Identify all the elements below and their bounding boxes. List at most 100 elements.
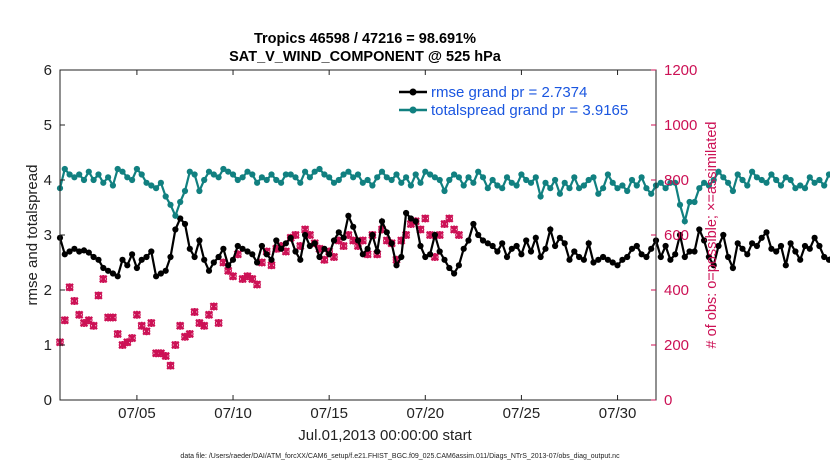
series-point-totalspread: [215, 174, 222, 181]
obs-assimilated-marker: [185, 329, 194, 339]
series-point-totalspread: [340, 171, 347, 178]
series-point-rmse: [499, 240, 506, 247]
series-point-rmse: [739, 245, 746, 252]
series-point-rmse: [705, 253, 713, 261]
obs-assimilated-marker: [435, 230, 444, 240]
series-point-totalspread: [710, 176, 717, 184]
y-right-tick-label: 0: [664, 392, 672, 409]
series-point-rmse: [321, 245, 328, 252]
series-point-rmse: [215, 253, 222, 261]
series-point-rmse: [119, 256, 126, 263]
obs-assimilated-marker: [142, 327, 151, 336]
series-point-rmse: [330, 237, 338, 244]
series-point-totalspread: [138, 171, 145, 178]
series-point-rmse: [388, 240, 395, 247]
series-point-totalspread: [85, 168, 92, 175]
series-point-rmse: [753, 242, 761, 250]
series-point-rmse: [787, 240, 794, 247]
series-point-rmse: [532, 234, 539, 241]
y-right-tick-label: 800: [664, 172, 689, 189]
series-point-rmse: [427, 251, 434, 258]
series-point-rmse: [657, 253, 664, 261]
series-point-totalspread: [364, 176, 371, 184]
series-point-totalspread: [749, 168, 756, 175]
series-point-rmse: [258, 242, 265, 250]
series-point-totalspread: [460, 182, 467, 189]
obs-assimilated-marker: [214, 318, 223, 328]
series-point-rmse: [552, 242, 559, 250]
series-point-rmse: [676, 231, 684, 239]
series-point-rmse: [350, 223, 357, 230]
series-point-rmse: [638, 251, 645, 258]
series-point-rmse: [124, 262, 131, 269]
series-point-totalspread: [614, 185, 621, 192]
series-point-rmse: [90, 253, 97, 261]
series-point-rmse: [720, 231, 727, 239]
series-point-rmse: [225, 262, 232, 269]
series-point-totalspread: [90, 176, 97, 184]
series-point-rmse: [359, 251, 366, 258]
series-point-totalspread: [273, 176, 280, 184]
series-point-rmse: [479, 237, 487, 244]
series-point-rmse: [576, 253, 583, 261]
series-point-totalspread: [225, 168, 232, 175]
series-point-totalspread: [734, 171, 741, 178]
obs-assimilated-marker: [113, 329, 122, 339]
obs-assimilated-marker: [118, 340, 127, 350]
y-left-tick-label: 0: [44, 392, 52, 409]
series-point-totalspread: [369, 182, 376, 189]
series-point-rmse: [220, 245, 227, 252]
obs-assimilated-marker: [171, 340, 180, 350]
series-point-rmse: [297, 256, 304, 263]
obs-assimilated-marker: [358, 236, 367, 245]
series-point-rmse: [604, 256, 612, 263]
series-point-rmse: [758, 234, 765, 241]
series-point-totalspread: [580, 182, 588, 189]
series-point-rmse: [172, 226, 179, 233]
series-point-rmse: [686, 248, 693, 255]
series-point-totalspread: [576, 185, 583, 192]
series-point-rmse: [61, 251, 68, 258]
series-point-rmse: [475, 231, 482, 239]
series-point-totalspread: [374, 174, 381, 181]
series-point-rmse: [138, 256, 145, 263]
series-point-totalspread: [465, 174, 472, 181]
series-point-rmse: [254, 259, 261, 266]
series-point-rmse: [773, 248, 780, 255]
legend-label-totalspread: totalspread grand pr = 3.9165: [431, 102, 628, 119]
series-point-totalspread: [638, 174, 645, 181]
obs-assimilated-marker: [75, 310, 84, 319]
series-point-totalspread: [359, 179, 366, 186]
series-point-rmse: [590, 259, 597, 266]
series-point-totalspread: [657, 179, 664, 186]
series-point-totalspread: [609, 179, 616, 186]
y-right-tick-label: 1000: [664, 117, 697, 134]
series-point-totalspread: [739, 176, 746, 184]
series-point-rmse: [311, 240, 318, 247]
series-point-totalspread: [407, 182, 414, 189]
series-point-totalspread: [249, 171, 256, 178]
series-point-totalspread: [499, 185, 506, 192]
series-point-totalspread: [109, 182, 116, 189]
series-point-rmse: [398, 253, 405, 261]
series-point-rmse: [648, 245, 655, 252]
series-point-totalspread: [806, 174, 813, 181]
legend: rmse grand pr = 2.7374 totalspread grand…: [395, 78, 653, 123]
x-tick-label: 07/30: [599, 405, 637, 422]
obs-assimilated-marker: [108, 313, 118, 322]
series-point-rmse: [436, 248, 443, 255]
series-point-totalspread: [129, 176, 136, 184]
series-point-totalspread: [441, 187, 448, 195]
series-point-rmse: [335, 229, 342, 236]
series-point-totalspread: [763, 179, 770, 186]
plot-area: [60, 70, 656, 400]
series-point-totalspread: [321, 171, 328, 178]
series-point-totalspread: [302, 168, 309, 175]
series-point-rmse: [76, 248, 83, 255]
series-point-totalspread: [777, 182, 785, 189]
series-point-totalspread: [306, 174, 313, 181]
series-point-rmse: [542, 245, 549, 252]
series-point-rmse: [595, 256, 602, 263]
series-point-rmse: [749, 240, 756, 247]
series-point-totalspread: [821, 182, 828, 189]
